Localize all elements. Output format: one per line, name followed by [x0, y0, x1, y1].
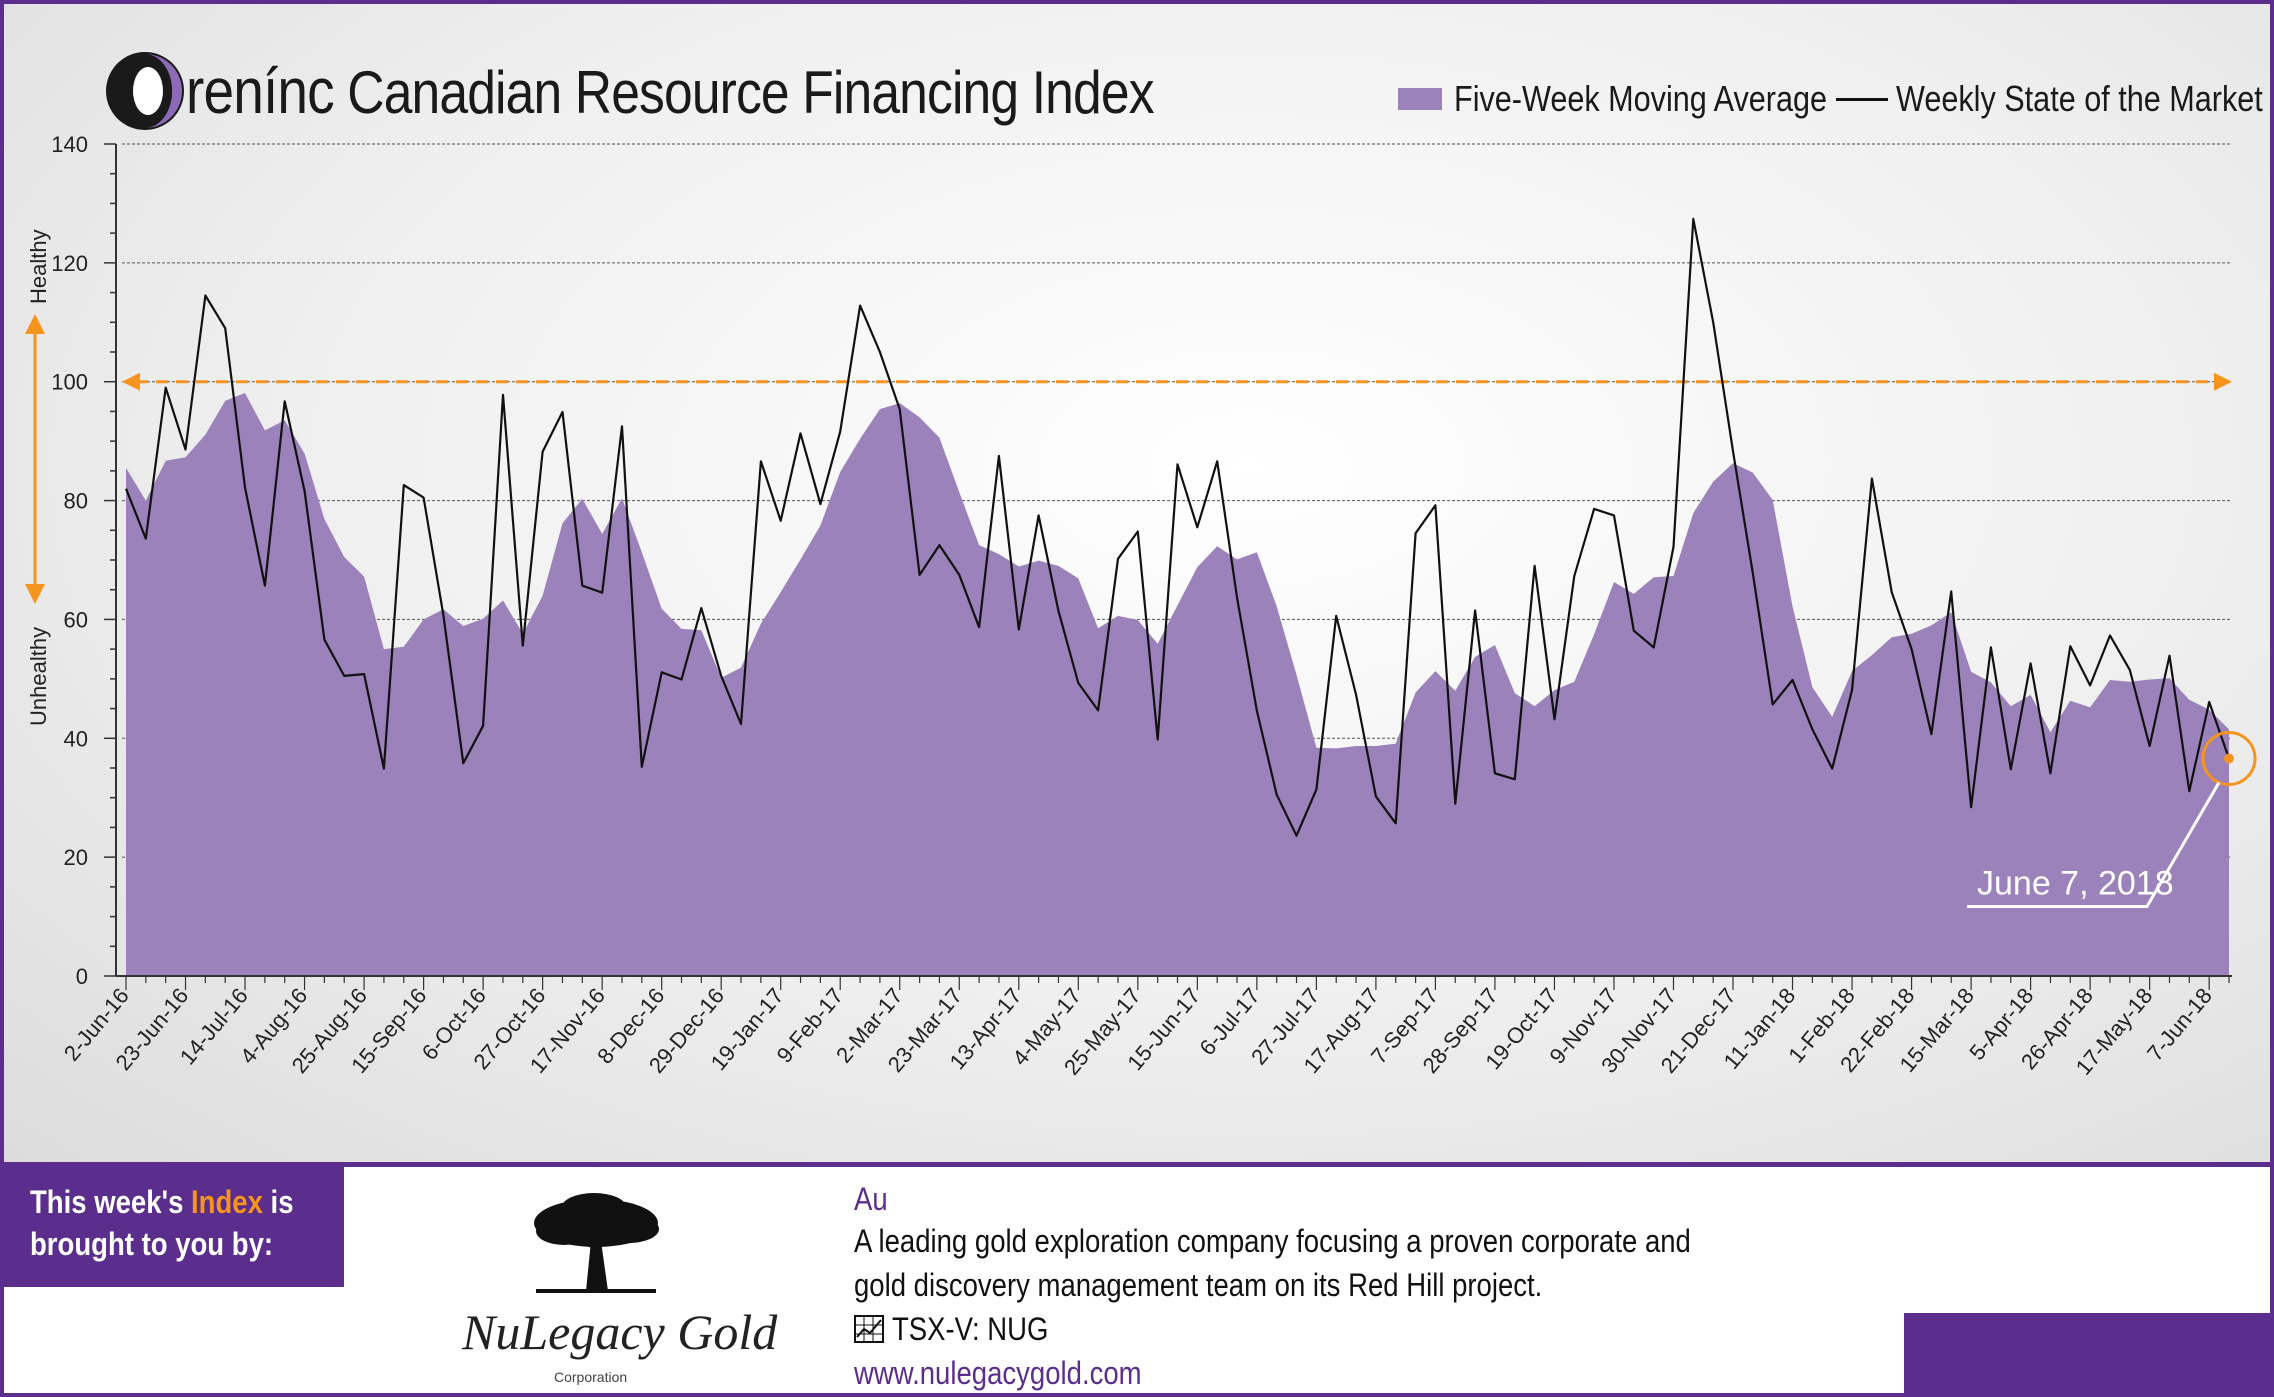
sponsor-text-line2: brought to you by: [30, 1226, 274, 1262]
description-line-2: gold discovery management team on its Re… [854, 1267, 1543, 1303]
arrow-down-icon [25, 584, 45, 604]
callout-leader-line [1967, 781, 2221, 908]
weekly-market-line [124, 217, 2231, 837]
legend-item-area: Five-Week Moving Average [1398, 74, 1893, 124]
y-tick-label: 120 [51, 251, 88, 276]
y-tick-label: 0 [76, 964, 88, 989]
healthy-label: Healthy [26, 229, 51, 304]
unhealthy-label: Unhealthy [26, 627, 51, 726]
legend-line-swatch [1836, 97, 1888, 101]
chart-area: 0 20 40 60 80 100 120 140 2-Jun-16 23-Jun-16 14-J… [4, 4, 2270, 1162]
arrow-up-icon [25, 314, 45, 334]
latest-point-circle [2201, 730, 2257, 786]
sponsor-text-a: This week's [30, 1184, 184, 1220]
tree-icon [534, 1193, 659, 1293]
y-tick-label: 140 [51, 132, 88, 157]
callout-date-label: June 7, 2018 [1977, 864, 2174, 902]
company-logo: NuLegacy Gold Corporation [444, 1179, 804, 1389]
threshold-arrow-right-icon [2214, 372, 2232, 391]
stock-ticker: TSX-V: NUG [892, 1311, 1049, 1347]
legend-area-label: Five-Week Moving Average [1454, 78, 1828, 119]
description-line-1: A leading gold exploration company focus… [854, 1223, 1691, 1259]
chart-title: renínc Canadian Resource Financing Index [104, 46, 1311, 136]
company-logo-subtext: Corporation [554, 1369, 628, 1385]
brand-name: renínc [186, 55, 335, 127]
legend-line-label: Weekly State of the Market [1896, 78, 2263, 119]
y-tick-label: 40 [64, 726, 88, 751]
page-title: Canadian Resource Financing Index [347, 59, 1154, 126]
orenin-logo-icon [104, 50, 186, 132]
sponsor-banner: This week's Index is brought to you by: [4, 1167, 344, 1287]
latest-point-dot [2224, 753, 2234, 764]
commodity-symbol: Au [854, 1181, 888, 1217]
threshold-arrow-left-icon [122, 372, 140, 391]
footer-accent-bar [1904, 1313, 2270, 1393]
legend-item-line: Weekly State of the Market [1836, 74, 2270, 124]
x-tick-label: 7-Jun-18 [2142, 983, 2217, 1066]
sponsor-index-word: Index [191, 1184, 263, 1220]
company-description: Au A leading gold exploration company fo… [854, 1179, 1691, 1393]
health-scale-indicator: Healthy Unhealthy [25, 229, 51, 726]
company-website-link[interactable]: www.nulegacygold.com [854, 1355, 1142, 1391]
moving-average-area [126, 393, 2229, 976]
sponsor-text-c: is [270, 1184, 294, 1220]
y-tick-label: 100 [51, 370, 88, 395]
company-logo-text: NuLegacy Gold [462, 1304, 778, 1360]
sponsor-footer: This week's Index is brought to you by: … [4, 1162, 2270, 1393]
y-tick-label: 80 [64, 489, 88, 514]
stock-chart-icon [854, 1315, 884, 1343]
y-tick-label: 20 [64, 845, 88, 870]
y-tick-label: 60 [64, 607, 88, 632]
latest-callout: June 7, 2018 [1967, 730, 2257, 908]
legend-area-swatch [1398, 88, 1442, 110]
